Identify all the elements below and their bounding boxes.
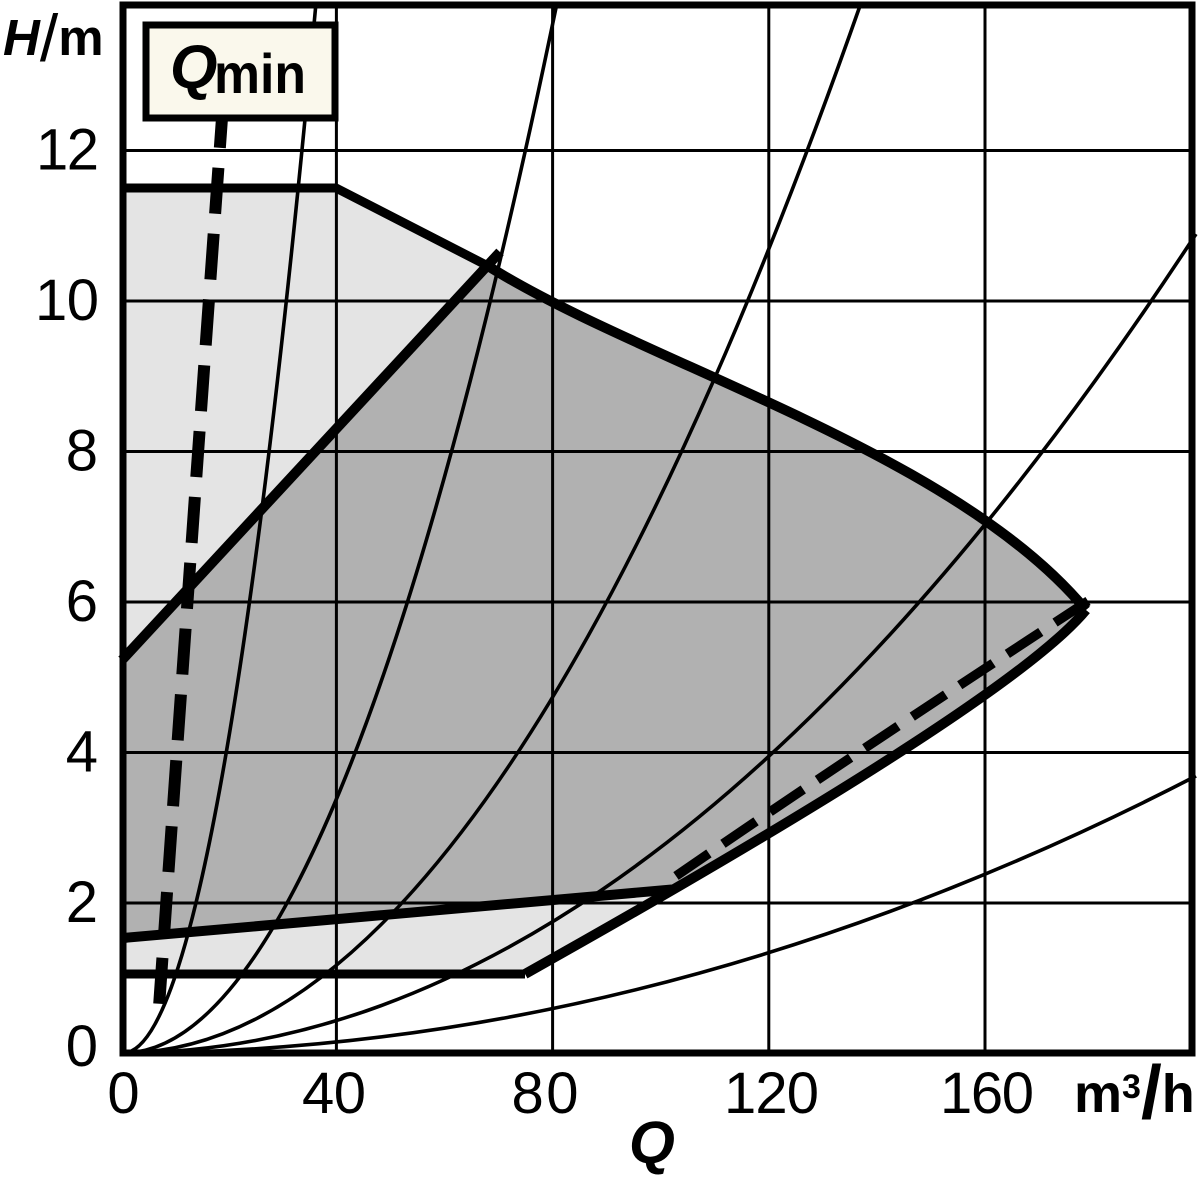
svg-text:40: 40	[302, 1061, 366, 1126]
svg-text:2: 2	[66, 870, 98, 935]
svg-text:6: 6	[66, 569, 98, 634]
svg-text:12: 12	[36, 118, 99, 183]
svg-text:0: 0	[66, 1014, 98, 1079]
svg-text:160: 160	[940, 1061, 1034, 1126]
svg-text:8: 8	[66, 419, 98, 484]
svg-text:Q: Q	[629, 1110, 675, 1176]
svg-text:Q: Q	[170, 33, 217, 101]
svg-text:10: 10	[35, 268, 99, 333]
svg-text:0: 0	[107, 1061, 139, 1126]
svg-text:min: min	[214, 42, 306, 105]
svg-text:4: 4	[66, 720, 98, 785]
svg-text:H/m: H/m	[3, 1, 104, 75]
svg-text:120: 120	[724, 1061, 819, 1126]
